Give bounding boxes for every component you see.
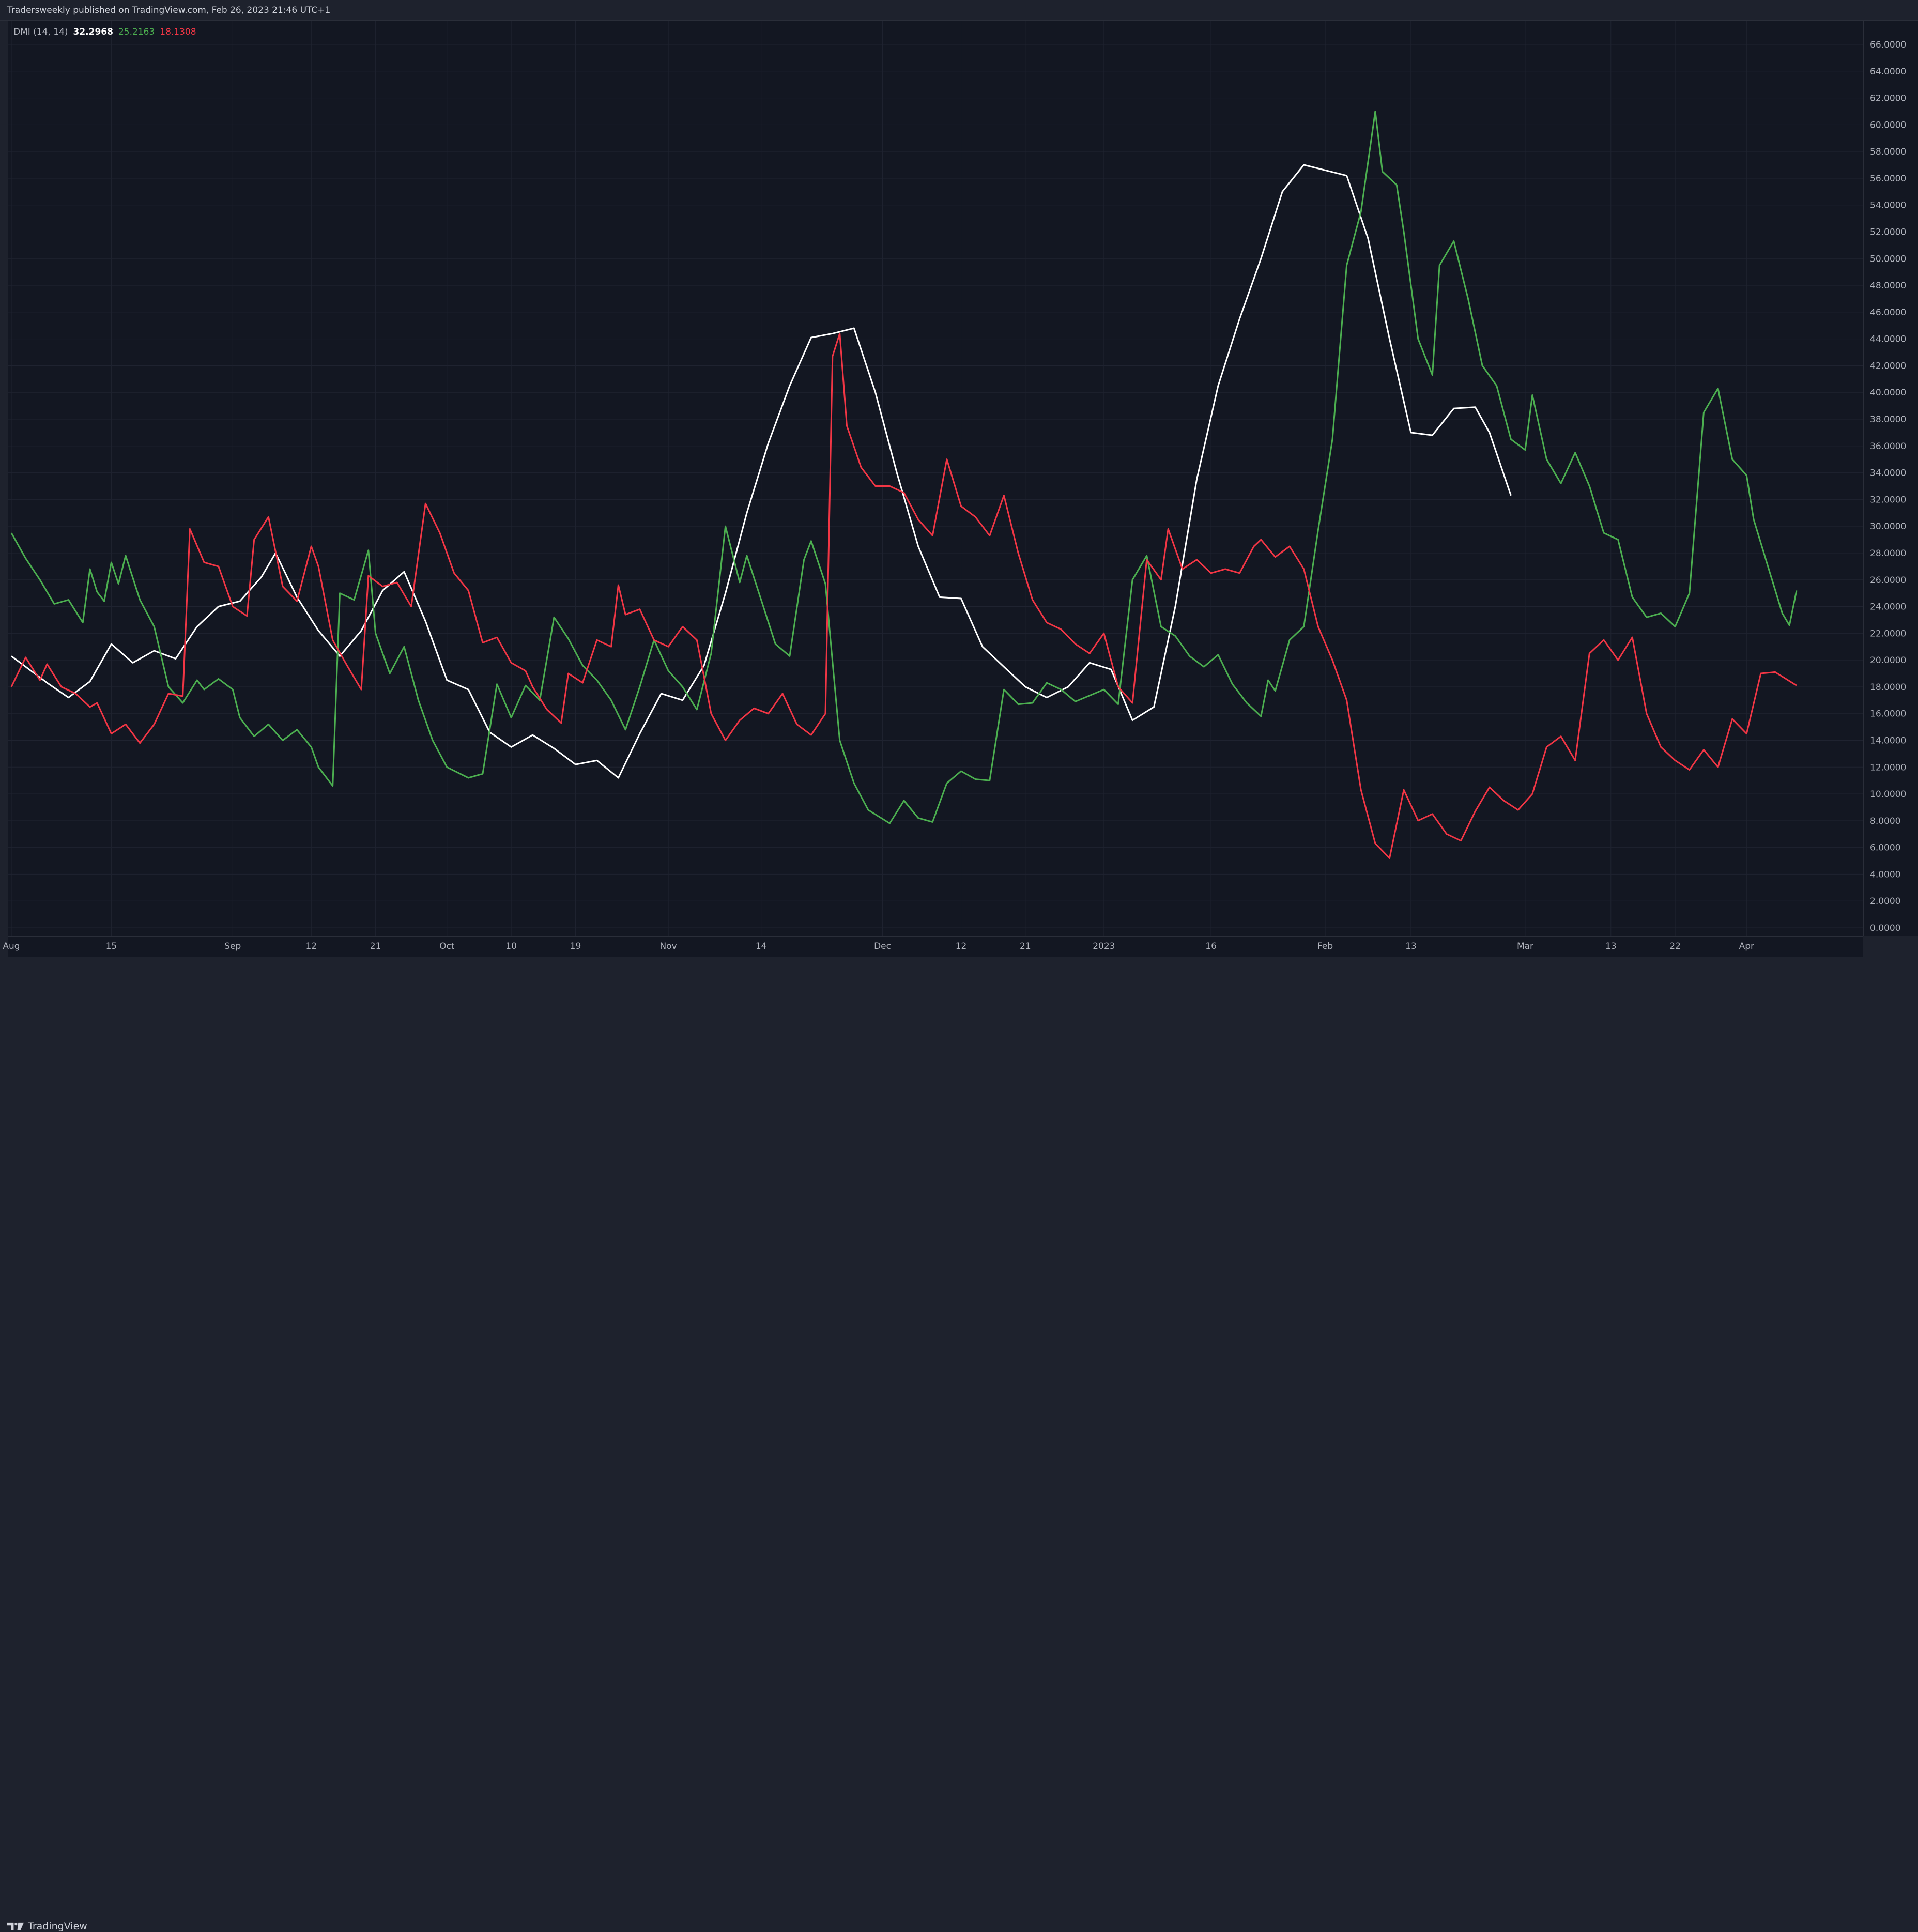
y-tick-label: 28.0000 [1870, 548, 1906, 559]
tradingview-brand: TradingView [28, 1921, 87, 1932]
y-tick-label: 2.0000 [1870, 896, 1900, 907]
plus-di-value: 25.2163 [118, 27, 155, 37]
dmi-chart: 0.0000 2.0000 4.0000 6.0000 8.0000 10.0000 12.… [3, 21, 1906, 952]
tradingview-logo[interactable]: TradingView [7, 1921, 87, 1932]
y-tick-label: 0.0000 [1870, 923, 1900, 933]
footer: TradingView [0, 957, 1918, 1932]
x-tick-label: Feb [1317, 941, 1333, 952]
top-bar: Tradersweekly published on TradingView.c… [0, 0, 1918, 21]
y-tick-label: 14.0000 [1870, 735, 1906, 746]
plus_di-line [10, 111, 1798, 824]
y-tick-label: 12.0000 [1870, 762, 1906, 773]
y-tick-label: 48.0000 [1870, 281, 1906, 291]
y-tick-label: 56.0000 [1870, 174, 1906, 184]
y-tick-label: 18.0000 [1870, 682, 1906, 693]
publisher-line: Tradersweekly published on TradingView.c… [7, 5, 331, 16]
x-tick-label: 14 [756, 941, 767, 952]
price-scale[interactable] [1863, 21, 1918, 936]
y-tick-label: 4.0000 [1870, 869, 1900, 880]
y-tick-label: 52.0000 [1870, 227, 1906, 238]
grid [8, 21, 1863, 936]
y-tick-label: 20.0000 [1870, 655, 1906, 666]
y-tick-label: 24.0000 [1870, 602, 1906, 612]
y-tick-label: 46.0000 [1870, 308, 1906, 318]
y-tick-label: 30.0000 [1870, 522, 1906, 532]
x-tick-label: 12 [956, 941, 967, 952]
y-tick-label: 10.0000 [1870, 789, 1906, 800]
x-tick-label: 16 [1205, 941, 1217, 952]
minus_di-line [10, 332, 1797, 859]
y-tick-label: 34.0000 [1870, 468, 1906, 479]
series-lines [10, 111, 1798, 859]
adx-line [11, 164, 1512, 779]
x-tick-label: Sep [224, 941, 241, 952]
x-tick-label: Apr [1739, 941, 1754, 952]
x-tick-label: 15 [106, 941, 117, 952]
x-tick-label: 21 [1020, 941, 1031, 952]
x-tick-label: Dec [874, 941, 891, 952]
y-tick-label: 62.0000 [1870, 94, 1906, 104]
y-tick-label: 16.0000 [1870, 709, 1906, 719]
x-tick-label: 2023 [1093, 941, 1115, 952]
x-tick-label: Nov [659, 941, 677, 952]
y-tick-label: 54.0000 [1870, 201, 1906, 211]
x-tick-label: Aug [3, 941, 20, 952]
y-tick-label: 44.0000 [1870, 334, 1906, 345]
y-tick-label: 8.0000 [1870, 816, 1900, 826]
x-tick-label: 13 [1605, 941, 1617, 952]
indicator-legend[interactable]: DMI (14, 14) 32.2968 25.2163 18.1308 [13, 27, 196, 37]
y-tick-label: 66.0000 [1870, 40, 1906, 50]
tradingview-logo-icon [7, 1922, 24, 1930]
x-tick-labels: Aug 15 Sep 12 21 Oct 10 19 Nov 14 Dec 12 21 2023 16 Feb… [3, 941, 1754, 952]
x-tick-label: Mar [1517, 941, 1533, 952]
y-tick-label: 42.0000 [1870, 361, 1906, 371]
x-tick-label: 10 [505, 941, 517, 952]
x-tick-label: 22 [1669, 941, 1681, 952]
adx-value: 32.2968 [73, 27, 113, 37]
x-tick-label: 13 [1405, 941, 1417, 952]
y-tick-labels: 0.0000 2.0000 4.0000 6.0000 8.0000 10.0000 12.… [1870, 40, 1906, 933]
x-tick-label: Oct [439, 941, 455, 952]
x-tick-label: 19 [570, 941, 581, 952]
y-tick-label: 26.0000 [1870, 575, 1906, 586]
y-tick-label: 50.0000 [1870, 254, 1906, 264]
y-tick-label: 32.0000 [1870, 495, 1906, 505]
time-scale[interactable] [8, 936, 1863, 957]
chart-pane[interactable] [8, 21, 1863, 956]
y-tick-label: 64.0000 [1870, 67, 1906, 77]
x-tick-label: 21 [370, 941, 381, 952]
y-tick-label: 6.0000 [1870, 843, 1900, 853]
y-tick-label: 58.0000 [1870, 147, 1906, 157]
y-tick-label: 40.0000 [1870, 388, 1906, 398]
indicator-name: DMI (14, 14) [13, 27, 68, 37]
y-tick-label: 38.0000 [1870, 415, 1906, 425]
minus-di-value: 18.1308 [160, 27, 196, 37]
x-tick-label: 12 [305, 941, 317, 952]
y-tick-label: 22.0000 [1870, 628, 1906, 639]
y-tick-label: 36.0000 [1870, 441, 1906, 452]
y-tick-label: 60.0000 [1870, 120, 1906, 130]
